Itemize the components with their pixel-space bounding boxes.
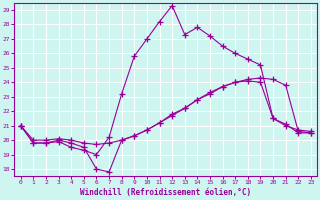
X-axis label: Windchill (Refroidissement éolien,°C): Windchill (Refroidissement éolien,°C) [80,188,252,197]
